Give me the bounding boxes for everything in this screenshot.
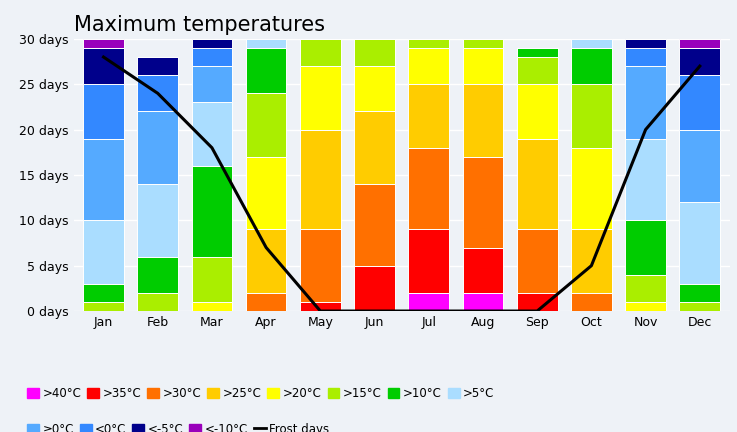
Bar (246, 48, 287, 93)
Bar (300, 229, 340, 302)
Bar (571, 148, 612, 229)
Bar (625, 48, 666, 66)
Bar (571, 229, 612, 293)
Bar (680, 302, 720, 311)
Bar (192, 166, 232, 257)
Bar (83, 302, 124, 311)
Bar (83, 39, 124, 48)
Bar (680, 284, 720, 302)
Bar (517, 57, 557, 84)
Bar (517, 229, 557, 293)
Bar (137, 293, 178, 311)
Bar (408, 293, 449, 311)
Bar (680, 48, 720, 75)
Bar (625, 302, 666, 311)
Bar (408, 84, 449, 148)
Bar (463, 39, 503, 48)
Bar (408, 39, 449, 48)
Bar (83, 139, 124, 220)
Bar (517, 139, 557, 229)
Bar (246, 157, 287, 229)
Bar (625, 139, 666, 220)
Bar (625, 275, 666, 302)
Bar (83, 284, 124, 302)
Bar (83, 48, 124, 84)
Bar (83, 220, 124, 284)
Bar (300, 302, 340, 311)
Bar (571, 48, 612, 84)
Bar (300, 130, 340, 229)
Bar (463, 293, 503, 311)
Bar (300, 66, 340, 130)
Bar (246, 293, 287, 311)
Bar (463, 48, 503, 84)
Bar (137, 111, 178, 184)
Bar (137, 57, 178, 75)
Bar (571, 84, 612, 148)
Bar (517, 84, 557, 139)
Bar (463, 84, 503, 157)
Bar (354, 39, 395, 66)
Text: Maximum temperatures: Maximum temperatures (74, 15, 325, 35)
Bar (137, 75, 178, 111)
Bar (408, 229, 449, 293)
Bar (300, 39, 340, 66)
Bar (680, 39, 720, 48)
Bar (354, 66, 395, 111)
Bar (192, 66, 232, 102)
Bar (680, 75, 720, 130)
Bar (137, 184, 178, 257)
Bar (137, 257, 178, 293)
Legend: ≥0°C, <0°C, <-5°C, <-10°C, Frost days: ≥0°C, <0°C, <-5°C, <-10°C, Frost days (27, 423, 329, 432)
Bar (517, 48, 557, 57)
Bar (192, 39, 232, 48)
Bar (408, 148, 449, 229)
Bar (571, 39, 612, 48)
Bar (354, 111, 395, 184)
Bar (354, 266, 395, 311)
Bar (463, 157, 503, 248)
Bar (192, 48, 232, 66)
Bar (571, 293, 612, 311)
Bar (680, 130, 720, 202)
Bar (246, 93, 287, 157)
Bar (625, 39, 666, 48)
Bar (246, 39, 287, 48)
Bar (192, 102, 232, 166)
Bar (354, 184, 395, 266)
Bar (83, 84, 124, 139)
Bar (192, 302, 232, 311)
Bar (192, 257, 232, 302)
Bar (625, 66, 666, 139)
Bar (408, 48, 449, 84)
Bar (680, 202, 720, 284)
Bar (625, 220, 666, 275)
Bar (517, 293, 557, 311)
Bar (246, 229, 287, 293)
Bar (463, 248, 503, 293)
